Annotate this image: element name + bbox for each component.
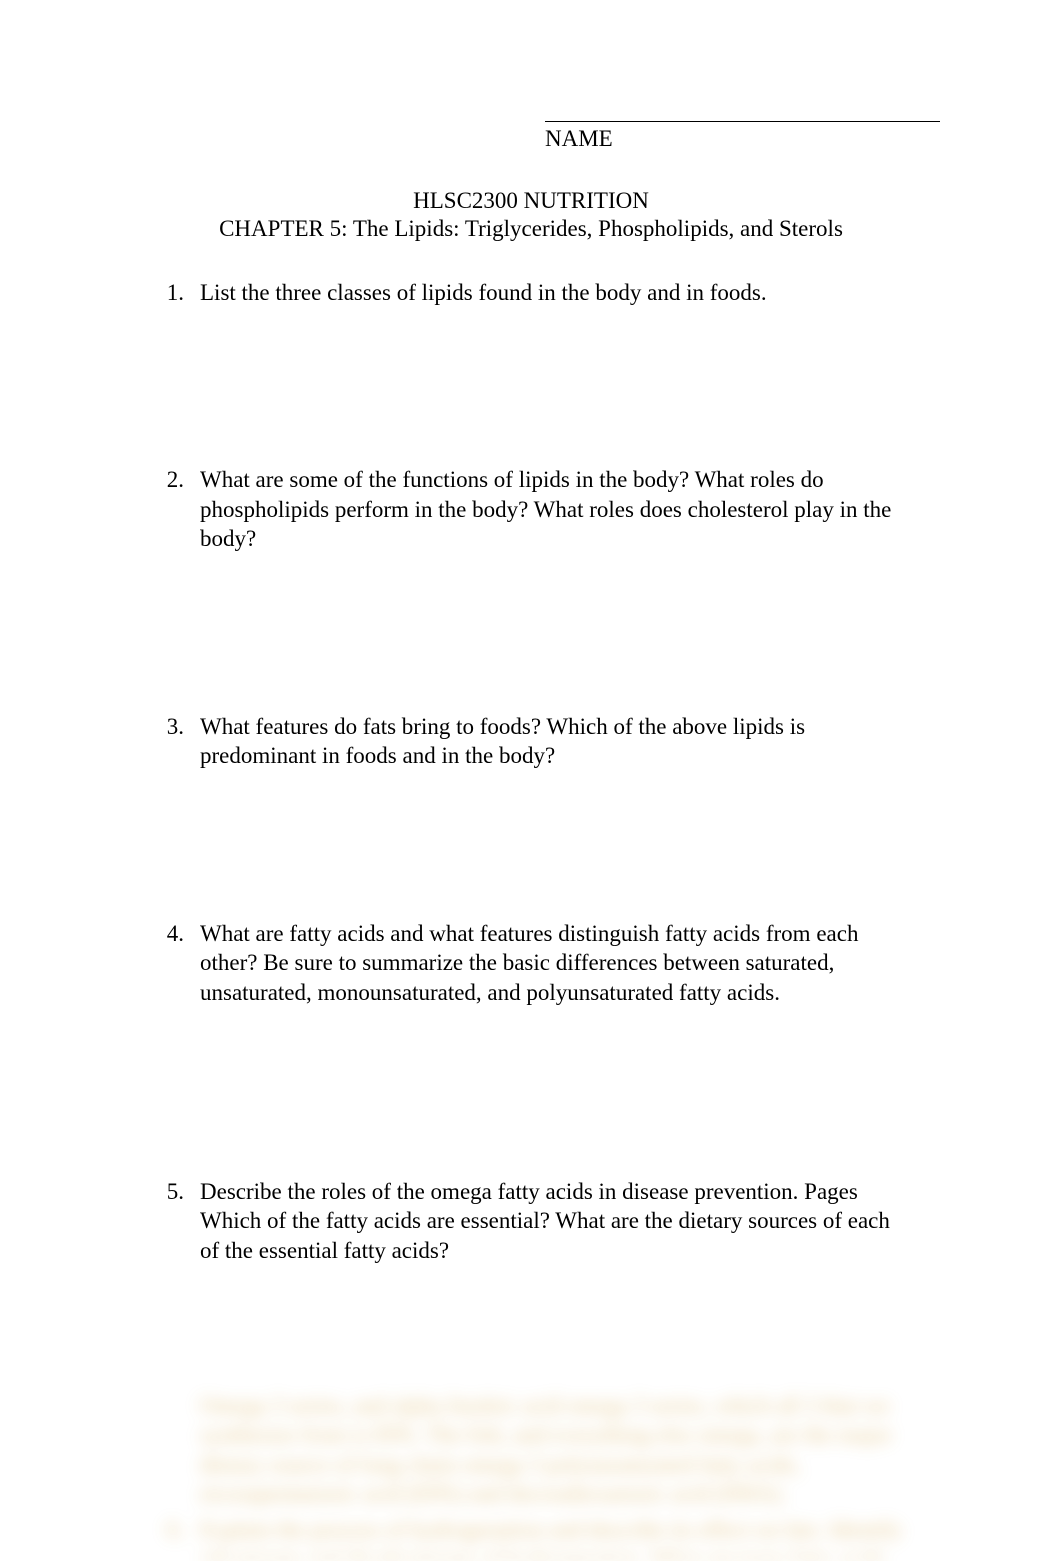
- blurred-number: 6.: [140, 1515, 200, 1561]
- question-2: 2. What are some of the functions of lip…: [140, 465, 922, 553]
- questions-list: 1. List the three classes of lipids foun…: [140, 278, 922, 1265]
- question-text: Describe the roles of the omega fatty ac…: [200, 1177, 922, 1265]
- question-number: 3.: [140, 712, 200, 771]
- blurred-preview: Omega 3 series, and alpha linoleic acid …: [140, 1391, 922, 1561]
- blurred-spacer: [140, 1391, 200, 1509]
- chapter-title: CHAPTER 5: The Lipids: Triglycerides, Ph…: [140, 216, 922, 242]
- name-label: NAME: [545, 126, 922, 152]
- question-text: List the three classes of lipids found i…: [200, 278, 922, 307]
- question-3: 3. What features do fats bring to foods?…: [140, 712, 922, 771]
- question-number: 4.: [140, 919, 200, 1007]
- question-4: 4. What are fatty acids and what feature…: [140, 919, 922, 1007]
- blurred-text-block: Omega 3 series, and alpha linoleic acid …: [140, 1391, 922, 1509]
- question-text: What are fatty acids and what features d…: [200, 919, 922, 1007]
- question-5: 5. Describe the roles of the omega fatty…: [140, 1177, 922, 1265]
- document-page: NAME HLSC2300 NUTRITION CHAPTER 5: The L…: [0, 0, 1062, 1265]
- name-underline: [545, 100, 940, 122]
- question-number: 2.: [140, 465, 200, 553]
- blurred-line: Omega 3 series, and alpha linoleic acid …: [200, 1391, 922, 1509]
- question-text: What are some of the functions of lipids…: [200, 465, 922, 553]
- course-title: HLSC2300 NUTRITION: [140, 188, 922, 214]
- blurred-line: Explain the process of hydrogenation and…: [200, 1515, 922, 1561]
- question-text: What features do fats bring to foods? Wh…: [200, 712, 922, 771]
- question-number: 1.: [140, 278, 200, 307]
- question-1: 1. List the three classes of lipids foun…: [140, 278, 922, 307]
- question-number: 5.: [140, 1177, 200, 1265]
- blurred-question-6: 6. Explain the process of hydrogenation …: [140, 1515, 922, 1561]
